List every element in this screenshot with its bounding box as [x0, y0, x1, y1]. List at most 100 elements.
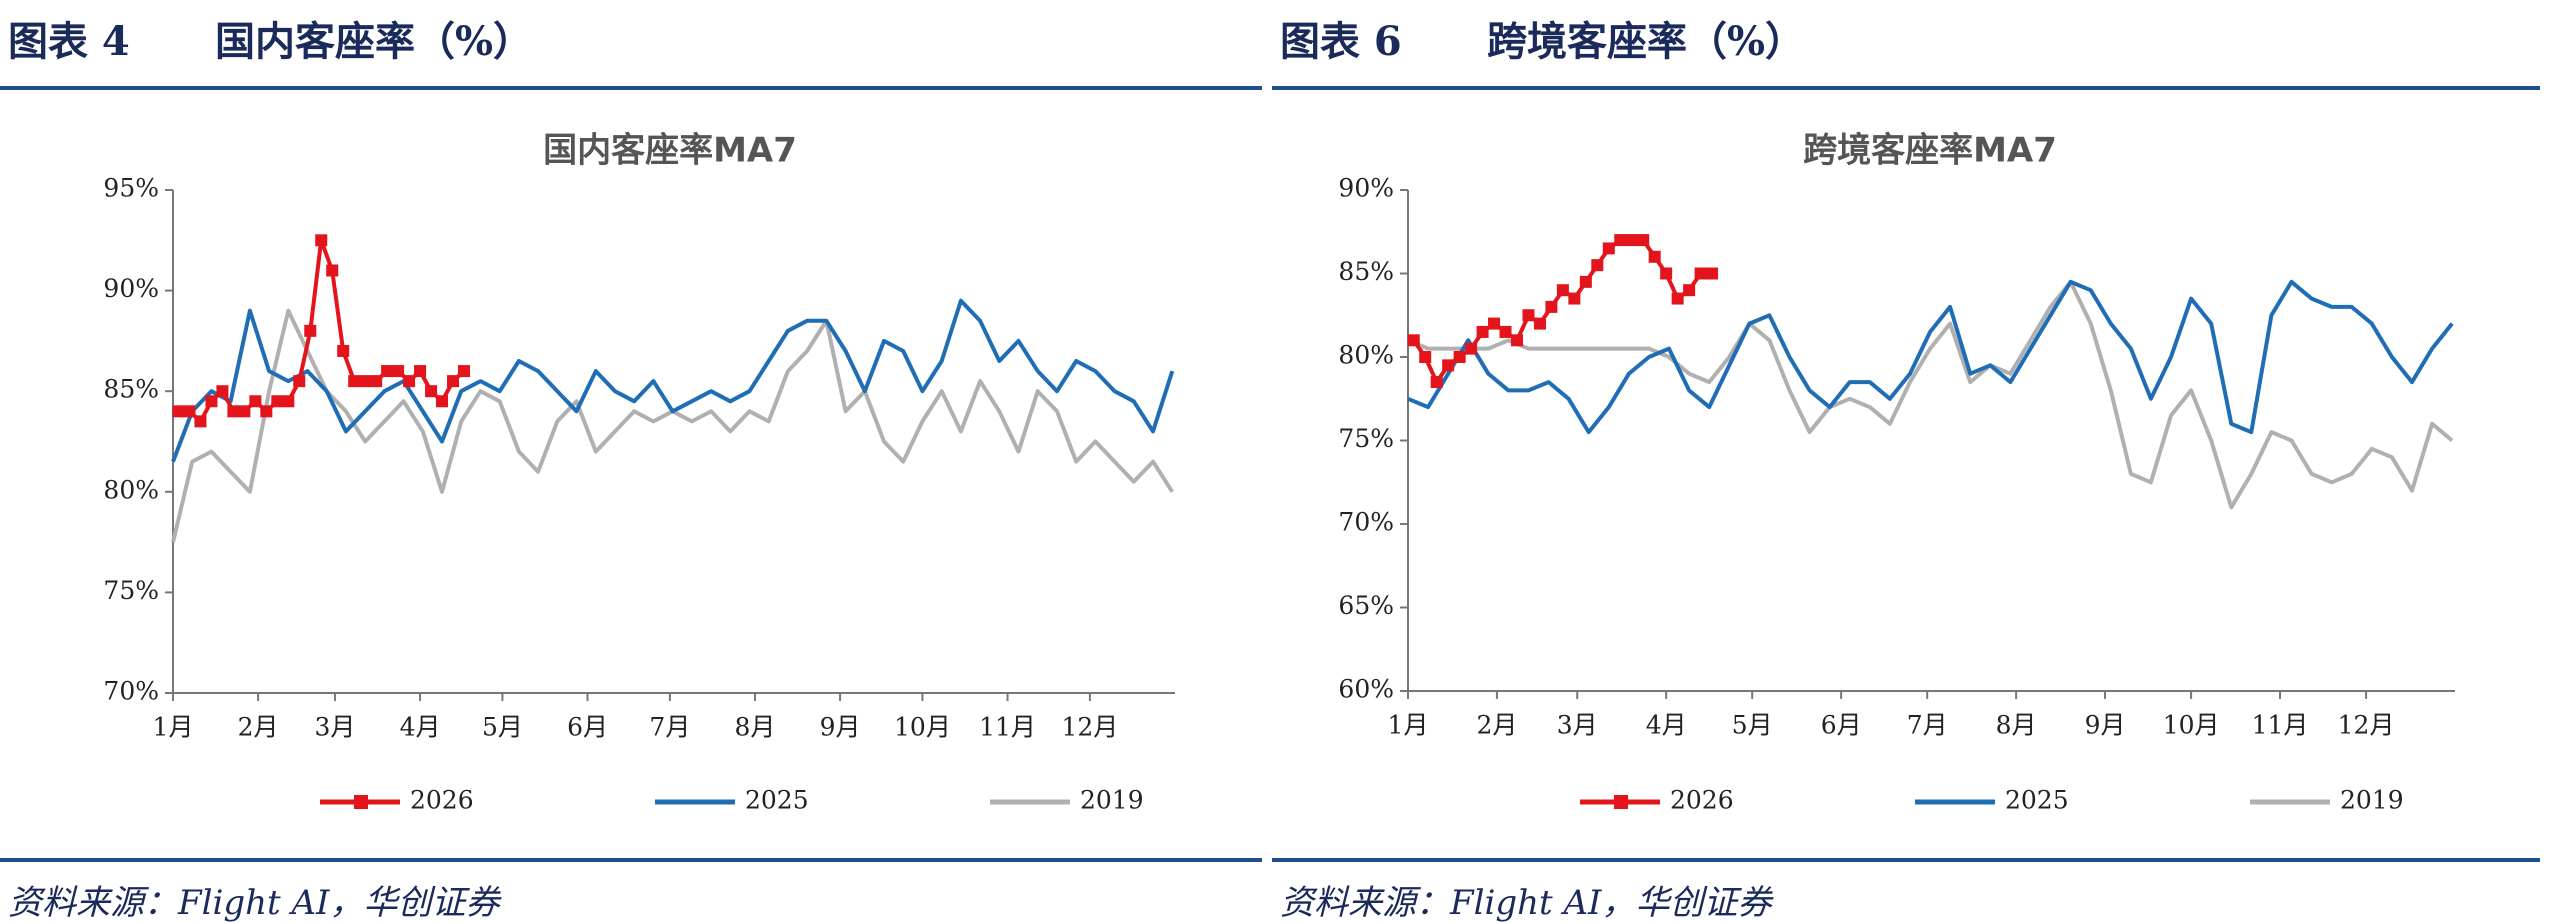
series-marker [381, 365, 394, 378]
x-tick-label: 7月 [1907, 711, 1948, 740]
series-marker [1453, 351, 1466, 363]
figure-label: 图表 6 [1280, 18, 1402, 65]
series-marker [1430, 376, 1443, 389]
series-marker [1499, 325, 1512, 338]
series-marker [1591, 259, 1604, 272]
series-marker [1671, 292, 1684, 305]
x-tick-label: 9月 [2085, 711, 2126, 740]
legend-marker [1614, 795, 1628, 809]
series-marker [260, 405, 273, 418]
y-tick-label: 65% [1338, 591, 1394, 620]
series-marker [1579, 275, 1592, 288]
x-tick-label: 2月 [238, 713, 279, 742]
y-tick-label: 70% [1338, 508, 1394, 537]
x-tick-label: 11月 [2252, 711, 2309, 740]
source-note: 资料来源：Flight AI，华创证券 [1280, 883, 1774, 922]
y-tick-label: 90% [1338, 174, 1394, 203]
y-tick-label: 75% [1338, 424, 1394, 453]
series-marker [1602, 242, 1615, 255]
series-marker [315, 234, 328, 247]
series-marker [183, 405, 196, 418]
y-tick-label: 80% [103, 475, 159, 504]
legend-label: 2026 [410, 786, 474, 815]
series-marker [392, 365, 405, 378]
series-marker [1556, 284, 1569, 297]
y-tick-label: 75% [103, 576, 159, 605]
x-tick-label: 8月 [1996, 711, 2037, 740]
series-marker [1533, 317, 1546, 330]
y-tick-label: 90% [103, 274, 159, 303]
series-marker [1660, 267, 1673, 280]
y-tick-label: 85% [103, 375, 159, 404]
series-marker [1694, 267, 1707, 280]
series-marker [293, 375, 306, 388]
y-tick-label: 70% [103, 677, 159, 706]
series-marker [337, 344, 350, 357]
series-marker [425, 385, 438, 398]
series-marker [436, 395, 449, 408]
x-tick-label: 6月 [567, 713, 608, 742]
series-marker [370, 375, 383, 388]
source-note: 资料来源：Flight AI，华创证券 [8, 883, 502, 922]
x-tick-label: 1月 [1388, 711, 1429, 740]
x-tick-label: 11月 [979, 713, 1036, 742]
series-marker [249, 395, 262, 408]
series-marker [1522, 309, 1535, 322]
series-marker [348, 375, 361, 388]
footer-rule [1272, 858, 2540, 862]
legend-label: 2019 [1080, 786, 1144, 815]
y-tick-label: 80% [1338, 341, 1394, 370]
series-marker [1648, 250, 1661, 263]
series-line [1407, 279, 2454, 510]
series-marker [172, 405, 185, 418]
series-marker [447, 375, 460, 388]
series-marker [1476, 325, 1489, 338]
series-marker [1488, 317, 1501, 330]
x-tick-label: 5月 [482, 713, 523, 742]
series-marker [304, 324, 317, 337]
series-marker [194, 415, 207, 428]
series-marker [359, 375, 372, 388]
series-marker [1545, 300, 1558, 313]
series-marker [403, 375, 416, 388]
y-tick-label: 85% [1338, 257, 1394, 286]
legend-label: 2026 [1670, 786, 1734, 815]
series-marker [326, 264, 339, 277]
x-tick-label: 9月 [820, 713, 861, 742]
x-tick-label: 6月 [1821, 711, 1862, 740]
x-tick-label: 12月 [1061, 713, 1118, 742]
series-marker [1465, 342, 1478, 355]
x-tick-label: 8月 [735, 713, 776, 742]
x-tick-label: 12月 [2338, 711, 2395, 740]
figure-heading: 国内客座率（%） [215, 18, 533, 65]
legend-label: 2025 [745, 786, 809, 815]
series-marker [227, 405, 240, 418]
chart-title: 跨境客座率MA7 [1803, 131, 2057, 171]
series-marker [1683, 284, 1696, 297]
series-line [1407, 279, 2454, 435]
y-tick-label: 60% [1338, 675, 1394, 704]
x-tick-label: 3月 [315, 713, 356, 742]
series-marker [1407, 334, 1420, 347]
series-marker [457, 365, 470, 378]
x-tick-label: 10月 [894, 713, 951, 742]
legend-label: 2019 [2340, 786, 2404, 815]
chart-title: 国内客座率MA7 [543, 131, 797, 171]
footer-rule [0, 858, 1262, 862]
series-marker [1637, 234, 1650, 247]
series-marker [205, 395, 218, 408]
legend-marker [354, 795, 368, 809]
x-tick-label: 7月 [649, 713, 690, 742]
x-tick-label: 3月 [1557, 711, 1598, 740]
x-tick-label: 4月 [400, 713, 441, 742]
series-marker [1511, 334, 1524, 347]
x-tick-label: 10月 [2163, 711, 2220, 740]
series-marker [414, 365, 427, 378]
series-marker [282, 395, 295, 408]
x-tick-label: 5月 [1732, 711, 1773, 740]
series-line [171, 298, 1175, 463]
x-tick-label: 1月 [153, 713, 194, 742]
series-marker [1442, 359, 1455, 372]
series-marker [216, 385, 229, 398]
